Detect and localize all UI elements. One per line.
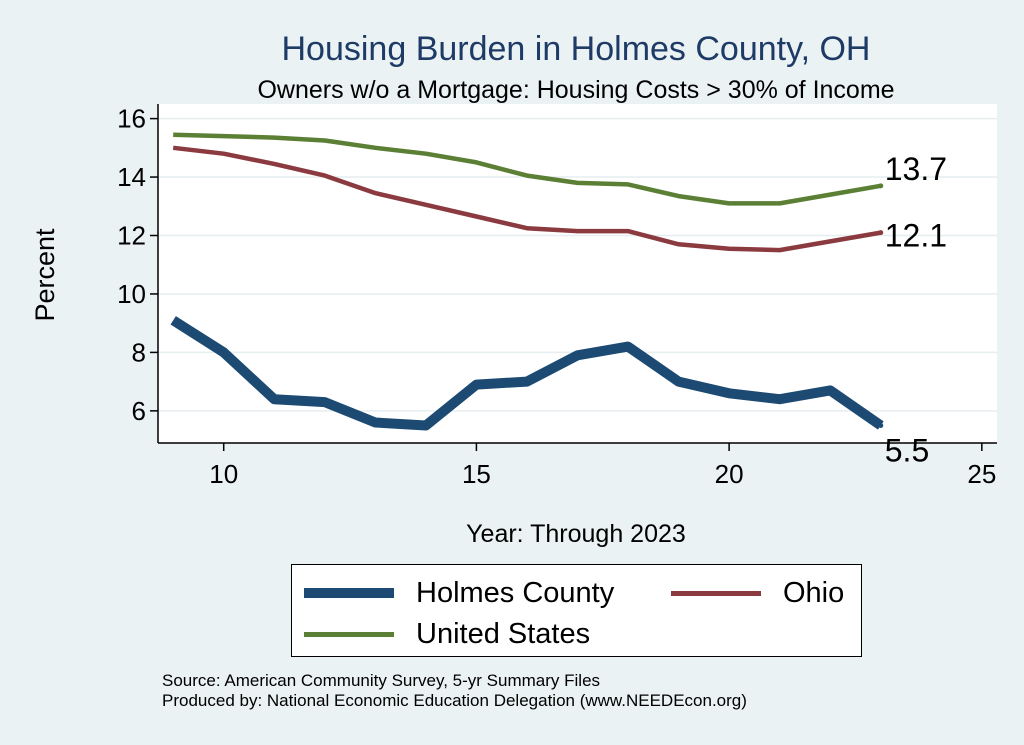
- series-end-point-holmes-county: [878, 422, 884, 428]
- legend-swatch-ohio: [671, 590, 761, 596]
- legend-item-ohio: Ohio: [671, 575, 844, 611]
- end-label-united-states: 13.7: [885, 151, 947, 187]
- series-line-united-states: [173, 132, 882, 206]
- y-tick-label: 6: [132, 396, 146, 426]
- y-tick-label: 16: [117, 104, 146, 134]
- y-tick-label: 14: [117, 162, 146, 192]
- chart-subtitle: Owners w/o a Mortgage: Housing Costs > 3…: [257, 76, 894, 104]
- legend-item-holmes-county: Holmes County: [304, 575, 614, 611]
- legend-swatch-holmes-county: [304, 588, 394, 598]
- x-tick-label: 20: [715, 459, 744, 489]
- legend: Holmes County Ohio United States: [291, 564, 862, 657]
- y-tick-label: 10: [117, 279, 146, 309]
- y-tick-label: 12: [117, 221, 146, 251]
- end-labels: 5.5 12.1 13.7: [885, 151, 947, 469]
- source-note: Source: American Community Survey, 5-yr …: [162, 671, 747, 711]
- source-line: Source: American Community Survey, 5-yr …: [162, 671, 601, 690]
- series-group: [170, 132, 884, 431]
- series-line-holmes-county: [170, 316, 884, 431]
- legend-label-holmes-county: Holmes County: [416, 576, 615, 609]
- legend-label-united-states: United States: [416, 617, 591, 650]
- end-label-ohio: 12.1: [885, 218, 947, 254]
- chart-title: Housing Burden in Holmes County, OH: [282, 30, 871, 68]
- x-tick-label: 25: [967, 459, 996, 489]
- x-tick-label: 10: [209, 459, 238, 489]
- series-line-ohio: [172, 145, 882, 253]
- plot-area: [158, 104, 997, 443]
- y-axis-label: Percent: [30, 228, 60, 322]
- axis-ticks: 6 8 10 12 14 16 10 15 20 25: [117, 104, 996, 489]
- y-tick-label: 8: [132, 337, 146, 367]
- end-label-holmes-county: 5.5: [885, 432, 929, 468]
- produced-by-line: Produced by: National Economic Education…: [162, 691, 747, 710]
- legend-item-united-states: United States: [304, 616, 590, 652]
- legend-label-ohio: Ohio: [783, 576, 845, 609]
- series-end-point-ohio: [878, 230, 884, 236]
- legend-swatch-united-states: [304, 631, 394, 637]
- x-tick-label: 15: [462, 459, 491, 489]
- series-end-point-united-states: [878, 183, 884, 189]
- x-axis-label: Year: Through 2023: [466, 520, 686, 548]
